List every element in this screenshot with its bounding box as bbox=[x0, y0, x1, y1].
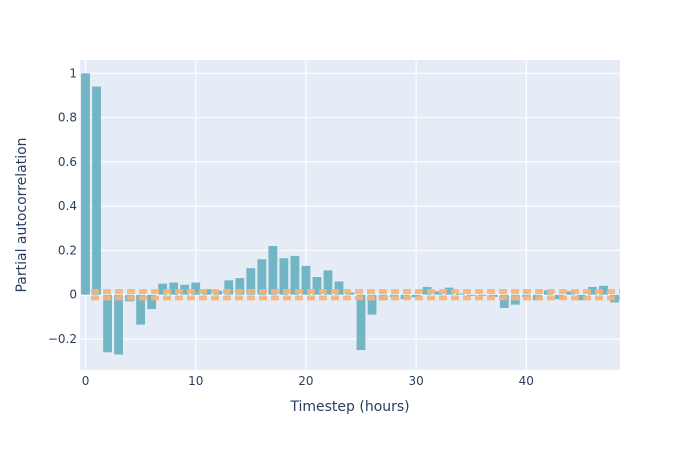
pacf-bar bbox=[191, 282, 201, 295]
y-tick-label: 0.8 bbox=[58, 111, 77, 125]
y-axis-title: Partial autocorrelation bbox=[14, 137, 30, 292]
x-axis-title: Timestep (hours) bbox=[289, 399, 409, 415]
pacf-bar bbox=[356, 294, 366, 351]
pacf-bar bbox=[455, 293, 465, 295]
pacf-bar bbox=[180, 284, 190, 295]
x-tick-label: 30 bbox=[408, 374, 423, 388]
pacf-bar bbox=[81, 73, 90, 295]
pacf-bar bbox=[334, 281, 344, 295]
pacf-bar bbox=[136, 294, 146, 325]
pacf-bar bbox=[433, 291, 443, 295]
pacf-bar bbox=[301, 265, 311, 295]
pacf-bar bbox=[323, 270, 333, 295]
y-tick-label: 1 bbox=[69, 66, 77, 80]
pacf-bar bbox=[235, 278, 245, 295]
pacf-bar bbox=[566, 291, 575, 295]
pacf-bar bbox=[444, 287, 454, 295]
pacf-bar bbox=[599, 285, 608, 295]
pacf-bar bbox=[147, 294, 157, 310]
pacf-bar bbox=[268, 246, 278, 295]
pacf-bar bbox=[92, 86, 101, 295]
pacf-bar bbox=[279, 258, 289, 295]
pacf-bar bbox=[466, 294, 476, 296]
pacf-bar bbox=[312, 277, 322, 295]
x-tick-labels: 0 10 20 30 40 bbox=[82, 374, 534, 388]
pacf-bar bbox=[588, 286, 597, 295]
x-tick-label: 10 bbox=[188, 374, 203, 388]
y-tick-label: 0.6 bbox=[58, 155, 77, 169]
pacf-bar bbox=[224, 280, 234, 295]
y-tick-labels: −0.2 0 0.2 0.4 0.6 0.8 1 bbox=[48, 66, 77, 346]
pacf-bar bbox=[246, 268, 256, 295]
gridlines bbox=[80, 60, 620, 370]
y-tick-label: 0 bbox=[69, 288, 77, 302]
pacf-bar bbox=[257, 259, 267, 295]
pacf-bar bbox=[499, 294, 509, 308]
x-tick-label: 20 bbox=[298, 374, 313, 388]
pacf-bar bbox=[158, 283, 168, 295]
pacf-bar bbox=[114, 294, 123, 355]
pacf-bar bbox=[367, 294, 377, 315]
y-tick-label: −0.2 bbox=[48, 332, 77, 346]
x-tick-label: 40 bbox=[519, 374, 534, 388]
pacf-bar bbox=[103, 294, 112, 353]
confidence-band bbox=[91, 289, 620, 301]
y-tick-label: 0.4 bbox=[58, 199, 77, 213]
pacf-bar bbox=[577, 294, 586, 301]
pacf-bar bbox=[169, 282, 179, 295]
pacf-bar bbox=[290, 255, 300, 295]
y-tick-label: 0.2 bbox=[58, 243, 77, 257]
pacf-bar bbox=[477, 294, 487, 296]
x-tick-label: 0 bbox=[82, 374, 90, 388]
plot-area bbox=[80, 60, 620, 370]
